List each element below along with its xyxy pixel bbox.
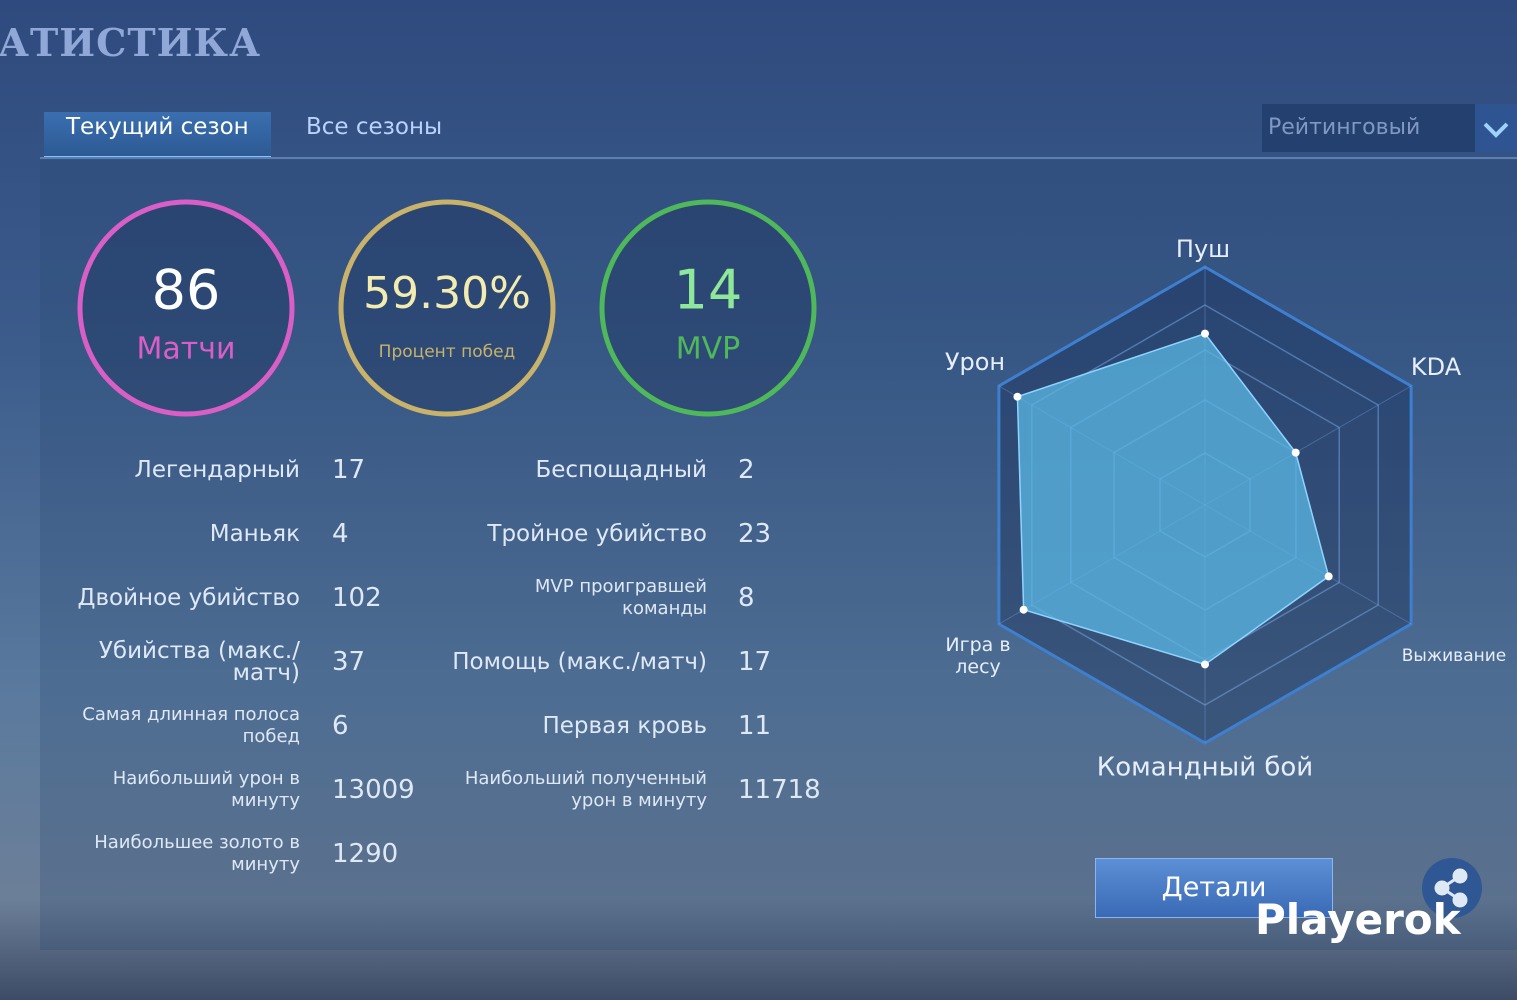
stat-label: Наибольший урон в минуту bbox=[112, 768, 300, 811]
stat-label: Первая кровь bbox=[542, 713, 707, 739]
stat-value: 17 bbox=[332, 455, 366, 485]
stat-label: Тройное убийство bbox=[487, 521, 707, 547]
mode-dropdown[interactable]: Рейтинговый bbox=[1262, 104, 1517, 152]
summary-label: Матчи bbox=[137, 332, 236, 367]
stat-value: 13009 bbox=[332, 775, 415, 805]
stat-value: 8 bbox=[738, 583, 755, 613]
stat-label: Маньяк bbox=[209, 521, 300, 547]
radar-point bbox=[1013, 392, 1022, 401]
stat-label: Убийства (макс./матч) bbox=[98, 638, 300, 686]
stat-label: MVP проигравшей команды bbox=[534, 576, 707, 619]
stat-value: 11718 bbox=[738, 775, 821, 805]
page-title: АТИСТИКА bbox=[0, 20, 262, 65]
radar-axis-label: Урон bbox=[945, 348, 1005, 376]
stat-value: 2 bbox=[738, 455, 755, 485]
radar-axis-label: Игра в лесу bbox=[945, 634, 1010, 678]
tab[interactable]: Все сезоны bbox=[306, 114, 443, 140]
stat-value: 11 bbox=[738, 711, 772, 741]
summary-value: 59.30% bbox=[363, 268, 531, 319]
summary-label: MVP bbox=[676, 332, 741, 367]
stat-value: 37 bbox=[332, 647, 366, 677]
radar-point bbox=[1201, 660, 1209, 669]
separator bbox=[40, 157, 1517, 159]
summary-value: 86 bbox=[152, 259, 221, 322]
stat-value: 102 bbox=[332, 583, 382, 613]
stat-label: Помощь (макс./матч) bbox=[452, 649, 707, 675]
share-button[interactable] bbox=[1422, 858, 1482, 918]
watermark: Playerok bbox=[1255, 895, 1461, 944]
radar-axis-label: Пуш bbox=[1176, 235, 1230, 263]
stat-label: Двойное убийство bbox=[77, 585, 300, 611]
stat-value: 17 bbox=[738, 647, 772, 677]
summary-value: 14 bbox=[674, 259, 743, 322]
stat-value: 6 bbox=[332, 711, 349, 741]
summary-ring bbox=[77, 199, 295, 417]
summary-label: Процент побед bbox=[379, 342, 516, 362]
stat-value: 23 bbox=[738, 519, 772, 549]
summary-ring bbox=[599, 199, 817, 417]
radar-axis-label: Командный бой bbox=[1097, 753, 1313, 783]
dropdown-label: Рейтинговый bbox=[1268, 115, 1421, 140]
stat-label: Наибольший полученный урон в минуту bbox=[464, 768, 707, 811]
stat-value: 4 bbox=[332, 519, 349, 549]
radar-point bbox=[1201, 329, 1209, 338]
stat-label: Беспощадный bbox=[535, 457, 708, 483]
dropdown-arrow bbox=[1475, 104, 1517, 152]
details-button[interactable]: Детали bbox=[1095, 858, 1333, 918]
radar-point bbox=[1019, 605, 1028, 614]
radar-point bbox=[1291, 448, 1300, 457]
radar-axis-label: Выживание bbox=[1402, 646, 1507, 666]
stat-value: 1290 bbox=[332, 839, 399, 869]
tab[interactable]: Текущий сезон bbox=[44, 112, 271, 159]
radar-point bbox=[1324, 572, 1333, 581]
radar-axis-label: KDA bbox=[1411, 353, 1462, 381]
summary-ring bbox=[338, 199, 556, 417]
stat-label: Самая длинная полоса побед bbox=[82, 704, 300, 747]
stat-label: Легендарный bbox=[134, 457, 300, 483]
stat-label: Наибольшее золото в минуту bbox=[94, 832, 300, 875]
